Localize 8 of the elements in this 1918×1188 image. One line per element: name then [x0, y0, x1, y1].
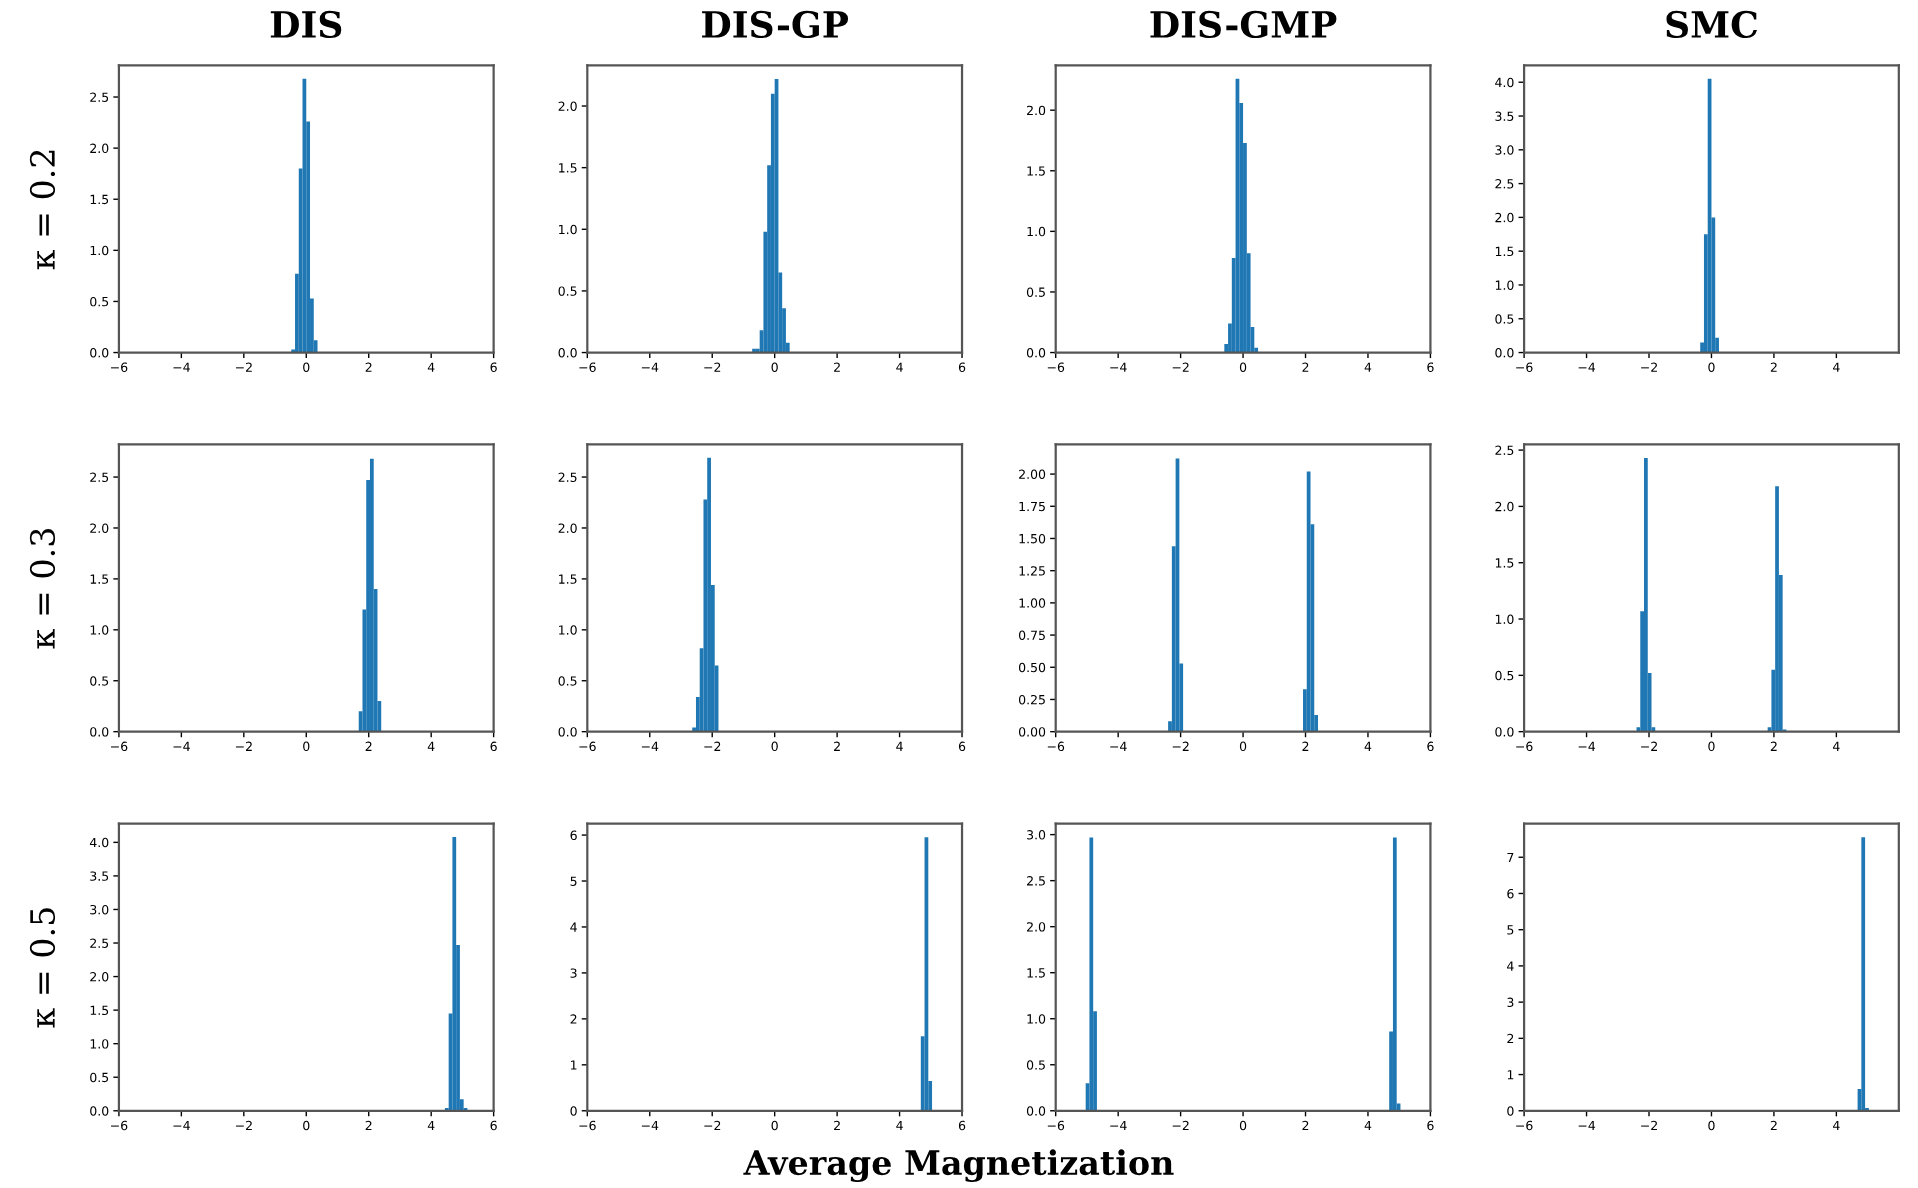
y-axis-title: κ = 0.5 — [29, 908, 56, 1028]
y-axis-title: κ = 0.3 — [29, 529, 56, 649]
x-axis-title: Average Magnetization — [743, 1149, 1174, 1183]
chart-title: DIS — [270, 10, 342, 39]
chart-title: SMC — [1666, 10, 1758, 39]
y-axis-title: κ = 0.2 — [29, 150, 56, 270]
chart-title: DIS-GMP — [1150, 10, 1337, 39]
chart-title: DIS-GP — [702, 10, 849, 39]
